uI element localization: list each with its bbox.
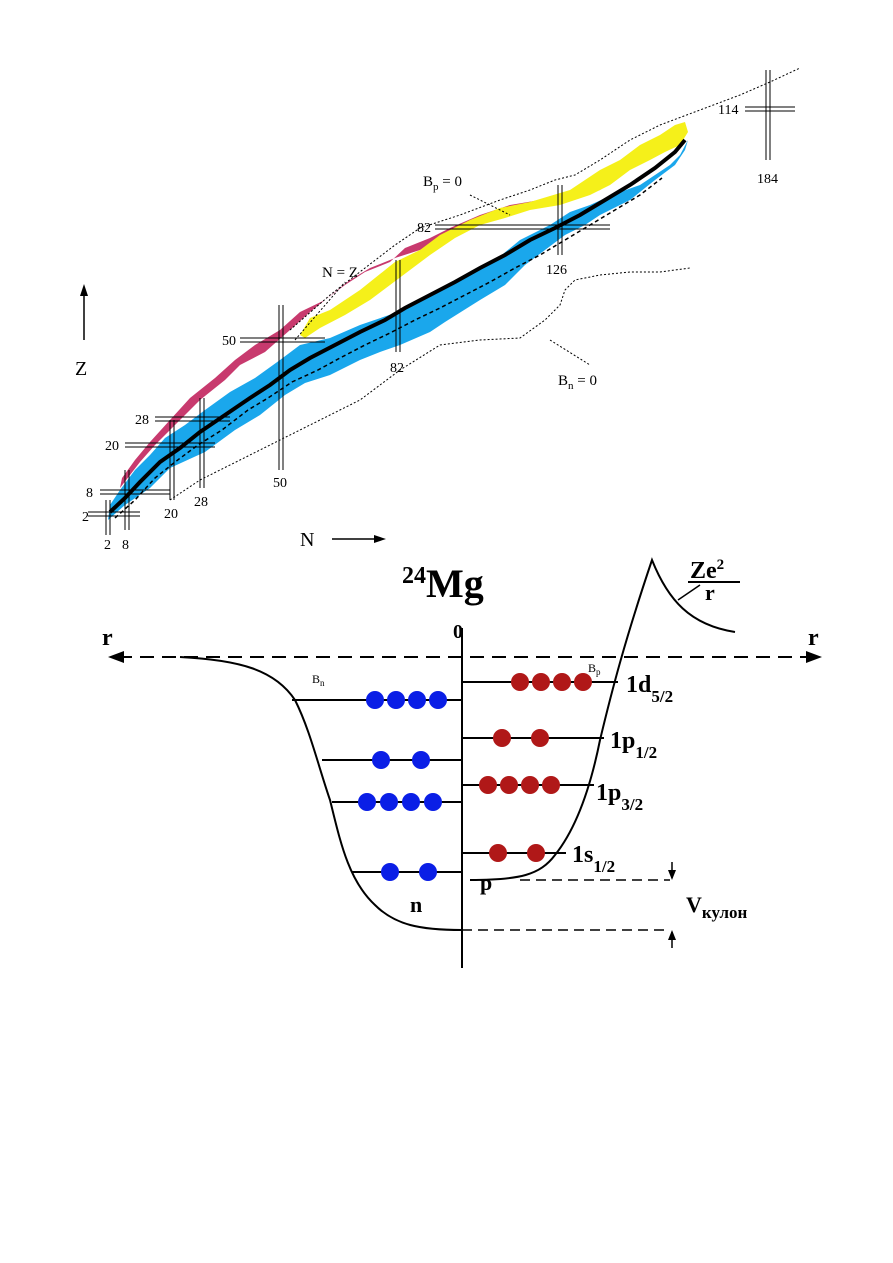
r-axis-right-label: r [808,625,819,651]
nz-pointer [294,281,346,341]
z-axis-arrowhead [80,284,88,296]
level-label-1p32: 1p3/2 [596,780,643,814]
neutron-drip-line [169,267,691,501]
proton-dot [493,729,511,747]
magic-n-8: 8 [122,538,129,553]
magic-z-lines [88,106,795,517]
level-label-1p12: 1p1/2 [610,728,657,762]
neutron-label: n [410,892,422,917]
proton-dot [542,776,560,794]
neutron-dots [358,691,447,881]
magic-n-2: 2 [104,538,111,553]
proton-dots [479,673,592,862]
coulomb-denominator: r [705,580,715,605]
proton-dot [511,673,529,691]
proton-dot [500,776,518,794]
v-coulomb-label: Vкулон [686,892,748,922]
r-axis-right-arrowhead [806,651,822,663]
bp-pointer [469,194,511,216]
proton-dot [489,844,507,862]
origin-label: 0 [453,621,463,643]
proton-dot [532,673,550,691]
magic-n-lines [105,70,771,535]
magic-z-28: 28 [135,413,149,428]
potential-well-diagram: 24Mg r r 0 Vкулон Ze2 r Bn Bp n p [102,557,822,968]
neutron-dot [424,793,442,811]
magic-z-20: 20 [105,439,119,454]
mg24-title: 24Mg [402,561,484,606]
neutron-dot [402,793,420,811]
magic-z-50: 50 [222,334,236,349]
neutron-dot [412,751,430,769]
magic-z-8: 8 [86,486,93,501]
z-axis-label: Z [75,358,87,380]
neutron-dot [380,793,398,811]
neutron-dot [408,691,426,709]
heavy-nuclei-region [300,122,688,338]
proton-dot [521,776,539,794]
vcoul-top-arrowhead [668,870,676,880]
bn-label: Bn [312,672,325,688]
proton-dot [553,673,571,691]
neutron-dot [372,751,390,769]
level-label-1d52: 1d5/2 [626,672,673,706]
neutron-dot [387,691,405,709]
bn-zero-label: Bn = 0 [558,373,597,392]
proton-well-curve [469,557,736,881]
coulomb-numerator: Ze2 [690,557,724,584]
magic-z-2: 2 [82,510,89,525]
magic-n-50: 50 [273,476,287,491]
bn-pointer [549,339,591,366]
r-axis-left-arrowhead [108,651,124,663]
proton-drip-line [289,67,801,331]
magic-z-82: 82 [417,221,431,236]
proton-dot [527,844,545,862]
neutron-dot [381,863,399,881]
neutron-levels [292,699,462,873]
magic-n-82: 82 [390,361,404,376]
magic-n-184: 184 [757,172,778,187]
chart-of-nuclides: Z N 2 8 20 28 50 82 114 2 8 20 28 50 82 … [75,67,801,553]
stability-valley-edge [114,177,663,519]
proton-dot [479,776,497,794]
r-axis-left-label: r [102,625,113,651]
magic-n-126: 126 [546,263,567,278]
neutron-dot [419,863,437,881]
neutron-dot [366,691,384,709]
neutron-dot [358,793,376,811]
n-axis-arrowhead [374,535,386,543]
proton-dot [574,673,592,691]
vcoul-bottom-arrowhead [668,930,676,940]
bp-label: Bp [588,661,601,677]
neutron-well-curve [179,656,463,931]
bp-zero-label: Bp = 0 [423,174,462,193]
level-label-1s12: 1s1/2 [572,842,615,876]
proton-dot [531,729,549,747]
nz-label: N = Z [322,265,358,281]
n-axis-label: N [300,529,314,551]
magic-n-28: 28 [194,495,208,510]
magic-z-114: 114 [718,103,738,118]
magic-n-20: 20 [164,507,178,522]
proton-label: p [480,870,492,895]
coulomb-pointer [677,584,701,601]
neutron-rich-region [108,140,688,520]
neutron-dot [429,691,447,709]
